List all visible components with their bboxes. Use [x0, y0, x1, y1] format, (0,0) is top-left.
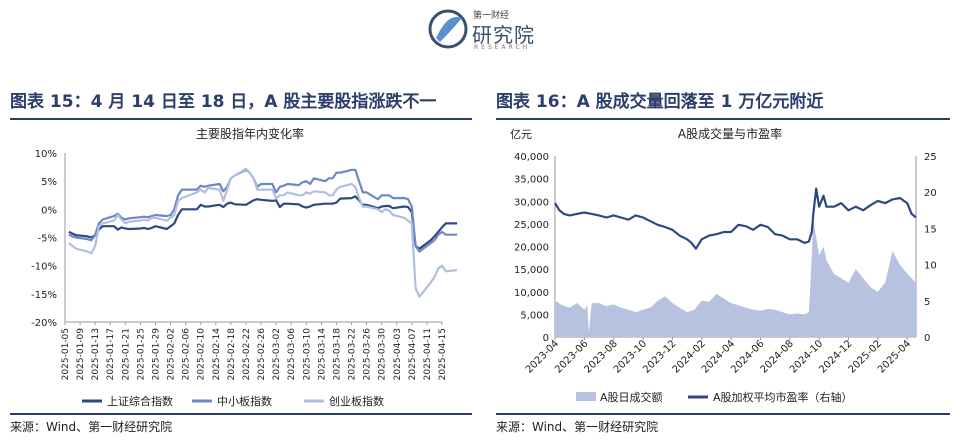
x-tick-label: 2025-01-05 — [61, 328, 71, 380]
y-tick-label: -15% — [31, 290, 57, 301]
right-chart: A股成交量与市盈率 亿元 40,000 35,000 30,000 25,000 20,… — [510, 126, 937, 404]
left-y-tick-label: 15,000 — [514, 265, 549, 276]
legend-swatch-turnover — [576, 392, 596, 401]
x-tick-label: 2025-02-22 — [242, 328, 252, 380]
left-axis-unit: 亿元 — [510, 128, 532, 141]
legend-label-1: 上证综合指数 — [107, 394, 173, 408]
logo-swirl-icon — [428, 9, 468, 49]
x-tick-label: 2025-04-07 — [408, 328, 418, 380]
x-tick-label: 2025-03-06 — [287, 328, 297, 381]
legend-label-2: 中小板指数 — [217, 394, 272, 408]
series-line-3 — [68, 167, 458, 298]
left-y-tick-label: 25,000 — [514, 220, 549, 231]
y-tick-label: -10% — [31, 262, 57, 273]
left-y-tick-label: 10,000 — [514, 288, 549, 299]
x-tick-label: 2025-02-14 — [212, 328, 222, 381]
left-y-tick-label: 30,000 — [514, 197, 549, 208]
x-tick-label: 2025-03-18 — [332, 328, 342, 381]
x-tick-label: 2025-01-09 — [76, 328, 86, 381]
legend-label-pe: A股加权平均市盈率（右轴） — [713, 390, 853, 404]
series-area-turnover — [555, 219, 916, 337]
x-tick-label: 2025-04-03 — [393, 328, 403, 380]
right-y-tick-label: 15 — [924, 224, 937, 235]
logo-main-text: 研究院 — [472, 23, 535, 47]
legend-label-3: 创业板指数 — [329, 394, 384, 408]
left-chart: 主要股指年内变化率 10% 5% 0% -5% -10% -15% -20% 2025-01-… — [31, 126, 458, 408]
x-tick-label: 2025-02-26 — [257, 328, 267, 381]
x-tick-label: 2025-02-06 — [182, 328, 192, 381]
x-tick-label: 2025-04-11 — [423, 328, 433, 380]
right-chart-title: A股成交量与市盈率 — [678, 126, 782, 141]
x-tick-label: 2025-01-21 — [121, 328, 131, 380]
y-tick-label: 5% — [41, 177, 57, 188]
x-tick-label: 2025-04-15 — [438, 328, 448, 380]
y-tick-label: -20% — [31, 318, 57, 329]
left-y-tick-label: 40,000 — [514, 152, 549, 163]
y-tick-label: 0% — [41, 205, 57, 216]
y-tick-label: 10% — [35, 149, 57, 160]
right-y-tick-label: 5 — [924, 297, 930, 308]
x-tick-label: 2025-01-25 — [136, 328, 146, 380]
y-tick-label: -5% — [38, 234, 57, 245]
left-y-tick-label: 35,000 — [514, 175, 549, 186]
right-y-tick-label: 10 — [924, 261, 937, 272]
logo-top-text: 第一财经 — [473, 11, 510, 21]
left-y-tick-label: 20,000 — [514, 243, 549, 254]
x-tick-label: 2025-01-17 — [106, 328, 116, 380]
x-tick-label: 2025-03-14 — [317, 328, 327, 381]
x-tick-label: 2025-03-02 — [272, 328, 282, 380]
right-source-note: 来源：Wind、第一财经研究院 — [496, 413, 950, 439]
right-figure-title: 图表 16：A 股成交量回落至 1 万亿元附近 — [496, 86, 950, 120]
logo-sub-text: RESEARCH — [474, 44, 531, 51]
left-chart-title: 主要股指年内变化率 — [196, 126, 304, 141]
right-y-tick-label: 0 — [924, 333, 930, 344]
left-figure-title: 图表 15：4 月 14 日至 18 日，A 股主要股指涨跌不一 — [10, 86, 472, 120]
left-y-tick-label: 5,000 — [520, 310, 549, 321]
x-tick-label: 2025-03-10 — [302, 328, 312, 381]
series-line-2 — [68, 168, 458, 253]
x-tick-label: 2025-01-13 — [91, 328, 101, 380]
x-tick-label: 2025-03-30 — [378, 328, 388, 381]
left-source-note: 来源：Wind、第一财经研究院 — [10, 413, 472, 439]
x-tick-label: 2025-02-18 — [227, 328, 237, 381]
x-tick-label: 2025-02-10 — [197, 328, 207, 381]
series-line-pe — [554, 187, 917, 250]
x-tick-label: 2025-01-29 — [151, 328, 161, 381]
right-y-tick-label: 25 — [924, 152, 937, 163]
series-line-1 — [68, 195, 458, 250]
x-tick-label: 2025-03-22 — [348, 328, 358, 380]
x-tick-label: 2025-03-26 — [363, 328, 373, 381]
research-logo: 第一财经 研究院 RESEARCH — [428, 6, 538, 54]
left-y-tick-label: 0 — [543, 333, 549, 344]
x-tick-label: 2025-02-02 — [167, 328, 177, 380]
legend-label-turnover: A股日成交额 — [600, 390, 663, 404]
right-y-tick-label: 20 — [924, 188, 937, 199]
